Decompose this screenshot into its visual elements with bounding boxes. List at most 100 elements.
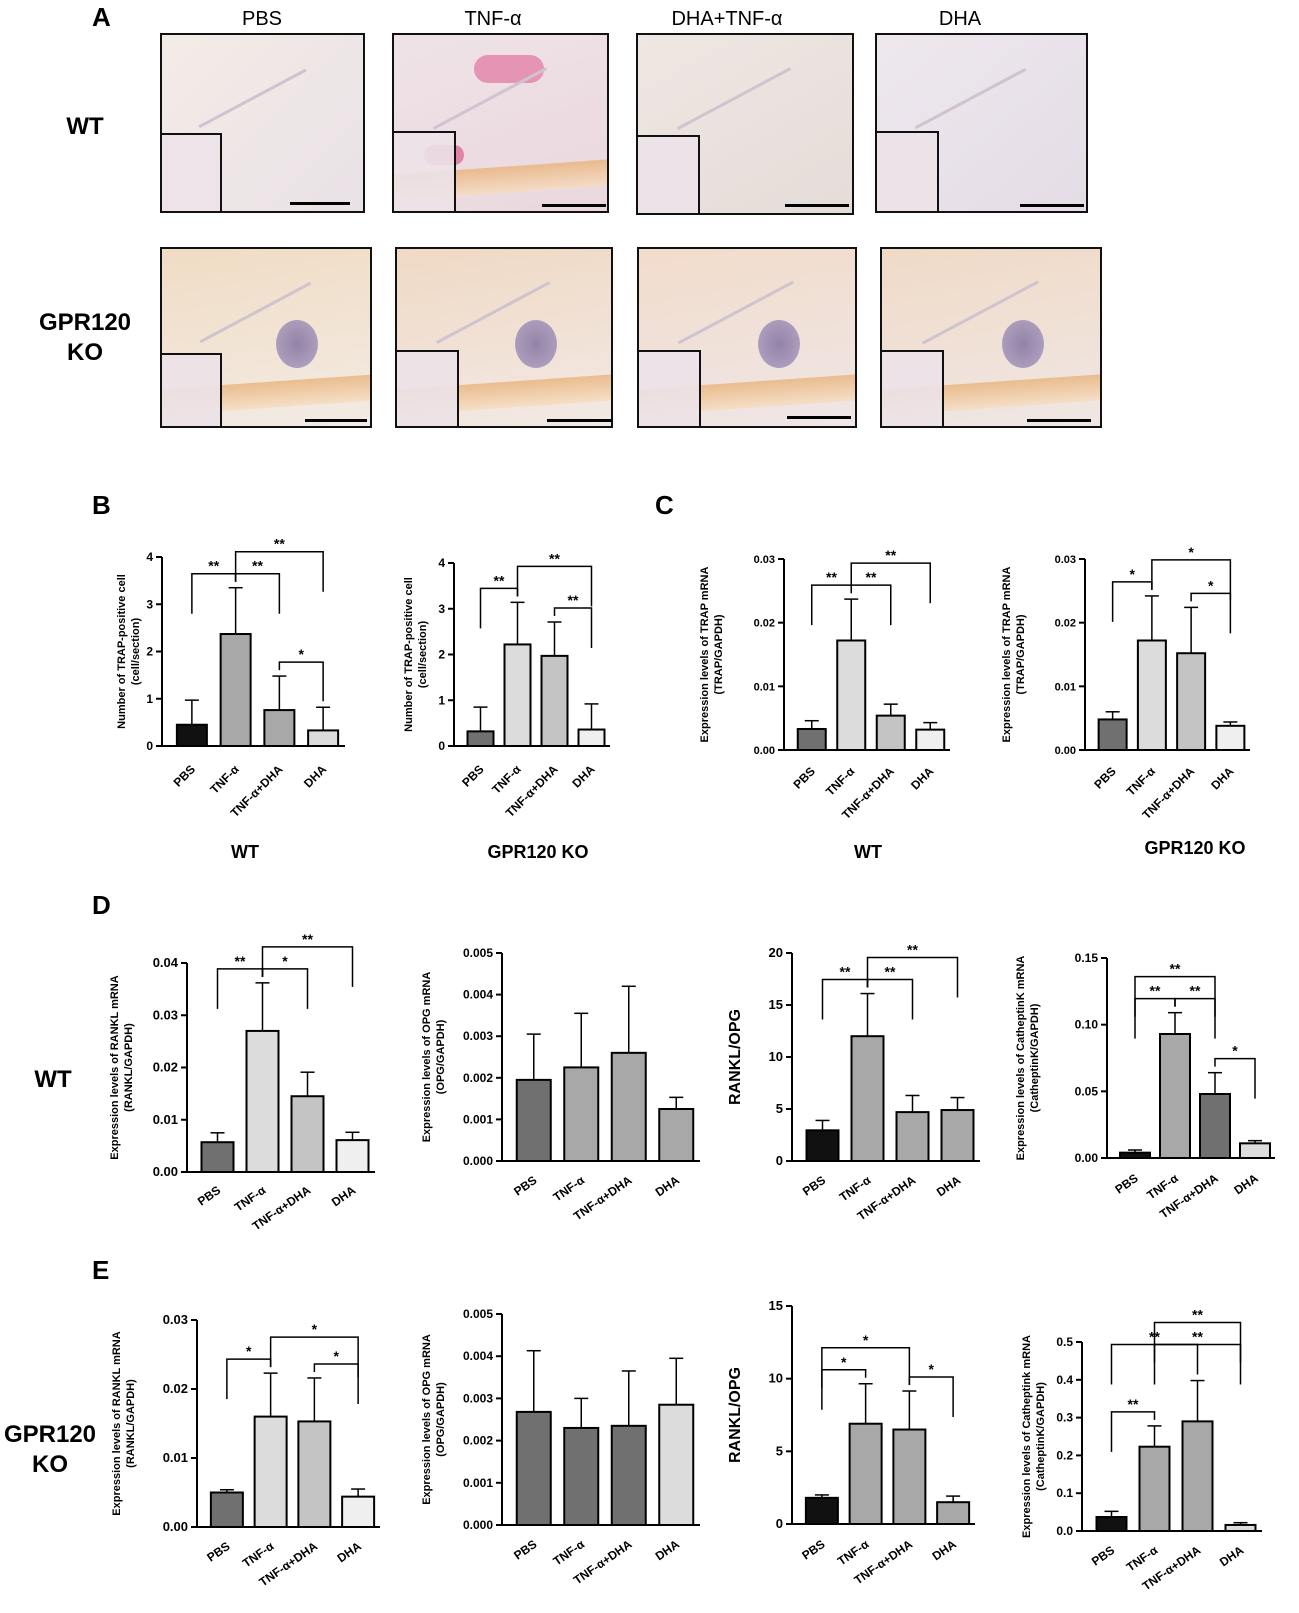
y-tick-label: 1 <box>438 693 445 707</box>
micrograph-tile <box>875 33 1088 213</box>
significance-bracket <box>479 587 519 629</box>
y-tick-label: 0.3 <box>1056 1411 1073 1425</box>
significance-bracket <box>226 1358 272 1400</box>
significance-bracket <box>821 1347 911 1388</box>
y-tick-label: 0.00 <box>153 1164 178 1179</box>
significance-label: * <box>312 1321 318 1337</box>
bar <box>915 728 946 751</box>
category-label: DHA <box>1217 1543 1247 1570</box>
micrograph-inset <box>882 350 944 426</box>
scale-bar <box>787 416 851 419</box>
category-label: DHA <box>329 1183 359 1210</box>
y-axis-sublabel: (TRAP/GAPDH) <box>713 614 725 694</box>
y-axis-label: RANKL/OPG <box>727 1009 744 1105</box>
significance-bracket <box>866 956 959 998</box>
significance-label: ** <box>208 558 219 574</box>
bar <box>1159 1033 1191 1159</box>
significance-bracket <box>553 607 593 649</box>
y-tick-label: 0.000 <box>463 1518 493 1532</box>
significance-label: ** <box>907 942 918 958</box>
bar <box>563 1426 600 1526</box>
y-tick-label: 0.00 <box>1055 745 1076 757</box>
y-tick-label: 0.00 <box>754 745 775 757</box>
bar <box>503 643 532 747</box>
bar <box>245 1029 280 1174</box>
panel-letter-a: A <box>92 2 111 32</box>
category-label: PBS <box>799 1537 827 1563</box>
significance-label: ** <box>494 572 505 588</box>
bar <box>658 1403 695 1526</box>
y-tick-label: 0.01 <box>163 1450 188 1465</box>
panel-letter-c: C <box>655 490 674 520</box>
y-tick-label: 0.00 <box>163 1519 188 1534</box>
y-tick-label: 0.5 <box>1056 1335 1073 1349</box>
micrograph-tile <box>637 247 857 428</box>
bar <box>466 730 495 747</box>
significance-bracket <box>1151 559 1232 600</box>
bar <box>219 633 252 748</box>
significance-label: * <box>863 1332 869 1348</box>
significance-bracket <box>811 584 852 626</box>
category-label: TNF-α <box>1124 764 1159 799</box>
y-tick-label: 0.2 <box>1056 1448 1073 1462</box>
significance-label: * <box>334 1348 340 1364</box>
y-tick-label: 10 <box>769 1049 783 1064</box>
scale-bar <box>547 419 611 422</box>
y-tick-label: 0.4 <box>1056 1373 1073 1387</box>
significance-bracket <box>269 1336 359 1378</box>
y-tick-label: 0.0 <box>1056 1524 1073 1538</box>
significance-bracket <box>234 572 281 614</box>
bar <box>1097 718 1128 752</box>
panel-letter-e: E <box>92 1255 110 1285</box>
bar <box>875 714 906 751</box>
y-tick-label: 0.01 <box>754 681 775 693</box>
bar <box>610 1424 647 1526</box>
bar <box>263 709 296 748</box>
category-label: PBS <box>459 762 486 789</box>
bar <box>895 1111 930 1162</box>
y-axis-label: Number of TRAP-positive cell <box>116 574 128 729</box>
y-tick-label: 0.003 <box>463 1029 493 1043</box>
micrograph-tile <box>880 247 1102 428</box>
scale-bar <box>785 204 849 207</box>
bar <box>1138 1445 1171 1533</box>
scale-bar <box>1020 204 1084 207</box>
group-label-b-wt: WT <box>231 842 259 862</box>
significance-label: * <box>1130 566 1136 582</box>
y-tick-label: 0.1 <box>1056 1486 1073 1500</box>
y-tick-label: 3 <box>438 602 445 616</box>
y-tick-label: 0.03 <box>163 1312 188 1327</box>
group-label-c-wt: WT <box>854 842 882 862</box>
bar <box>341 1495 376 1529</box>
scale-bar <box>290 202 350 205</box>
category-label: TNF-α <box>240 1539 277 1571</box>
bar <box>1215 724 1246 751</box>
category-label: PBS <box>1089 1543 1117 1569</box>
significance-label: * <box>841 1354 847 1370</box>
significance-label: * <box>1188 544 1194 560</box>
significance-bracket <box>1214 1057 1256 1099</box>
scale-bar <box>542 204 606 207</box>
bar <box>290 1095 325 1174</box>
y-tick-label: 0.03 <box>153 1007 178 1022</box>
y-axis-label: Expression levels of RANKL mRNA <box>111 1331 123 1515</box>
y-axis-sublabel: (RANKL/GAPDH) <box>123 1023 135 1112</box>
y-tick-label: 0.004 <box>463 1349 493 1363</box>
significance-label: ** <box>252 558 263 574</box>
y-axis-label: Expression levels of RANKL mRNA <box>109 975 121 1159</box>
significance-label: ** <box>1128 1396 1139 1412</box>
y-tick-label: 1 <box>146 692 153 706</box>
micrograph-inset <box>877 131 939 211</box>
significance-bracket <box>1111 581 1153 622</box>
bar <box>940 1109 975 1163</box>
category-label: TNF-α <box>551 1537 588 1569</box>
y-tick-label: 10 <box>769 1371 783 1386</box>
micrograph-inset <box>162 133 222 211</box>
y-tick-label: 0.02 <box>1055 618 1076 630</box>
category-label: TNF-α <box>835 1537 872 1569</box>
bar <box>1239 1142 1271 1160</box>
y-tick-label: 0.03 <box>754 554 775 566</box>
y-tick-label: 0 <box>776 1516 783 1531</box>
significance-label: * <box>1208 577 1214 593</box>
bar <box>253 1415 288 1528</box>
